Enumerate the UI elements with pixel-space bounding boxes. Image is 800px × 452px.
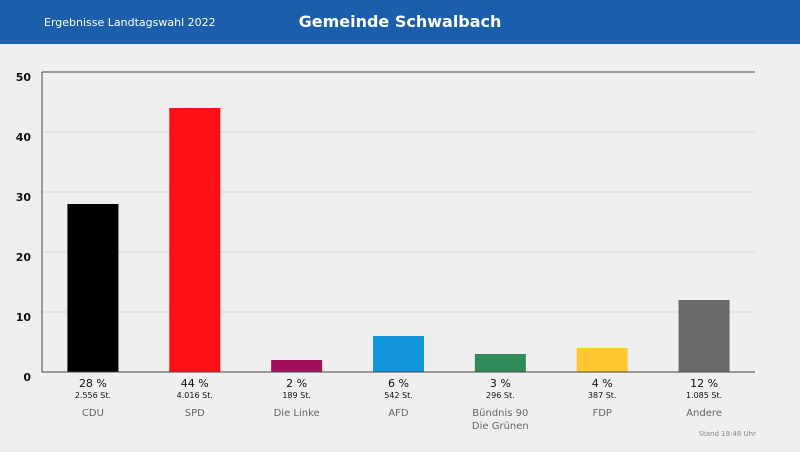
vote-label: 296 St.: [486, 391, 515, 400]
y-tick-label: 40: [16, 131, 32, 144]
x-tick-label: FDP: [592, 408, 612, 419]
vote-label: 387 St.: [587, 391, 617, 400]
bar: [576, 348, 628, 372]
x-tick-label: Bündnis 90 Die Grünen: [471, 408, 529, 432]
bar: [169, 108, 221, 372]
y-tick-label: 20: [16, 251, 32, 264]
chart-title: Gemeinde Schwalbach: [298, 12, 502, 31]
x-tick-label: AFD: [388, 408, 409, 419]
y-tick-label: 50: [16, 71, 32, 84]
x-tick-label: Andere: [686, 408, 722, 419]
value-label: 3 %: [489, 377, 511, 390]
vote-label: 4.016 St.: [176, 391, 213, 400]
value-label: 6 %: [388, 377, 409, 390]
y-tick-label: 30: [16, 191, 32, 204]
bar: [678, 300, 730, 372]
value-label: 4 %: [591, 377, 613, 390]
vote-label: 2.556 St.: [74, 391, 112, 400]
subtitle: Ergebnisse Landtagswahl 2022: [44, 16, 216, 29]
value-label: 12 %: [690, 377, 719, 390]
value-label: 44 %: [180, 377, 209, 390]
x-tick-label: SPD: [184, 408, 205, 419]
x-tick-label: Die Linke: [273, 408, 320, 419]
header: Ergebnisse Landtagswahl 2022 Gemeinde Sc…: [0, 0, 800, 44]
vote-label: 1.085 St.: [685, 391, 723, 400]
value-label: 2 %: [286, 377, 308, 390]
bar: [271, 360, 323, 372]
annotation: Stand 19:48 Uhr: [698, 430, 756, 438]
bar: [67, 204, 119, 372]
vote-label: 189 St.: [282, 391, 311, 400]
bar: [474, 354, 526, 372]
value-label: 28 %: [78, 377, 107, 390]
y-tick-label: 0: [23, 371, 31, 384]
x-tick-label: CDU: [81, 408, 104, 419]
bar: [373, 336, 424, 372]
y-tick-label: 10: [16, 311, 32, 324]
vote-label: 542 St.: [384, 391, 413, 400]
